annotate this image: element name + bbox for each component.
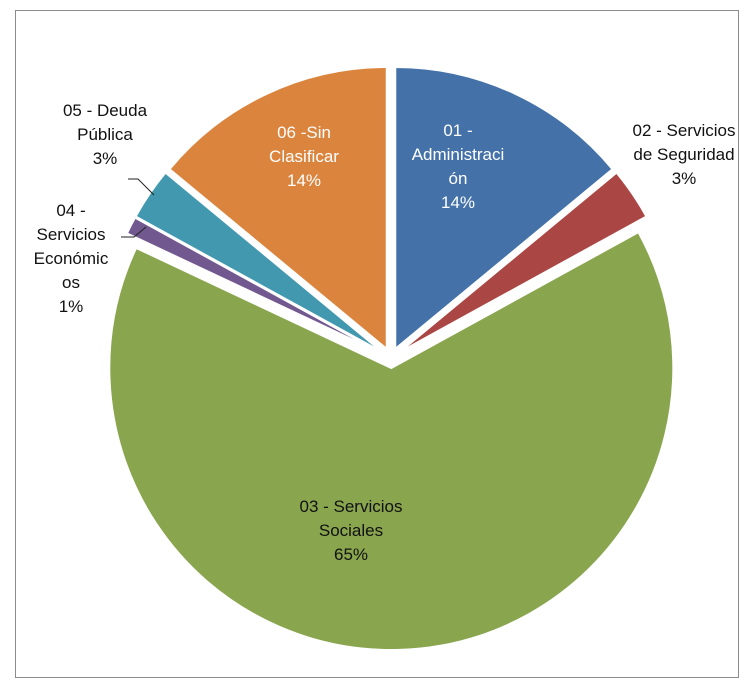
slice-label-sociales: 03 - Servicios Sociales 65% <box>299 497 403 564</box>
slice-label-administracion: 01 - Administraci ón 14% <box>411 121 505 212</box>
slice-seguridad <box>398 171 648 354</box>
slice-deuda <box>134 171 384 354</box>
slice-label-sin-clasificar: 06 -Sin Clasificar 14% <box>269 123 339 190</box>
slice-label-economicos: 04 - Servicios Económic os 1% <box>33 201 109 316</box>
slice-economicos <box>125 216 383 355</box>
slice-label-seguridad: 02 - Servicios de Seguridad 3% <box>632 121 736 188</box>
slice-label-deuda: 05 - Deuda Pública 3% <box>62 101 148 168</box>
slice-administracion <box>394 65 614 352</box>
chart-frame: 01 - Administraci ón 14% 02 - Servicios … <box>15 10 739 678</box>
slice-sociales <box>108 230 675 651</box>
leader-line-deuda <box>128 178 155 196</box>
pie-chart <box>108 65 675 651</box>
leader-line-economicos <box>121 226 147 238</box>
slice-sin-clasificar <box>168 65 388 352</box>
